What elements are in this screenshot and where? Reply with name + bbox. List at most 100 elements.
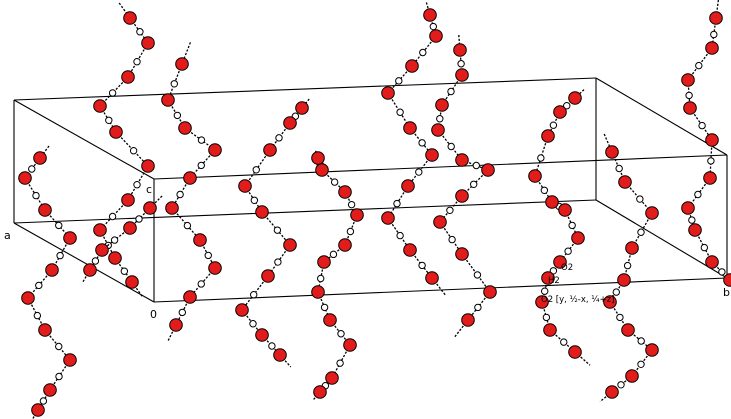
- hydrogen-atom: [346, 227, 355, 236]
- oxygen-atom: [545, 195, 559, 209]
- oxygen-atom: [455, 153, 469, 167]
- oxygen-atom: [121, 70, 135, 84]
- oxygen-atom: [681, 73, 695, 87]
- oxygen-atom: [481, 163, 495, 177]
- hydrogen-atom: [393, 199, 401, 208]
- oxygen-atom: [183, 171, 197, 185]
- oxygen-atom: [403, 243, 417, 257]
- hydrogen-bond: [82, 269, 91, 283]
- hydrogen-atom: [563, 102, 571, 110]
- oxygen-atom: [83, 263, 97, 277]
- oxygen-atom: [433, 215, 447, 229]
- water-chain: [93, 2, 155, 297]
- hydrogen-atom: [129, 147, 138, 155]
- oxygen-atom: [238, 179, 252, 193]
- hydrogen-atom: [396, 231, 404, 240]
- oxygen-atom: [38, 323, 52, 337]
- hydrogen-atom: [688, 216, 696, 224]
- oxygen-atom: [605, 385, 619, 399]
- hydrogen-atom: [133, 181, 141, 189]
- oxygen-atom: [431, 123, 445, 137]
- hydrogen-atom: [617, 381, 625, 389]
- hydrogen-atom: [637, 228, 645, 236]
- oxygen-atom: [455, 68, 469, 82]
- axis-label-b: b: [723, 286, 730, 299]
- oxygen-atom: [425, 148, 439, 162]
- oxygen-atom: [625, 369, 639, 383]
- hydrogen-atom: [136, 28, 144, 36]
- hydrogen-atom: [275, 134, 283, 142]
- oxygen-atom: [705, 41, 719, 55]
- hydrogen-atom: [274, 258, 282, 266]
- oxygen-atom: [618, 175, 632, 189]
- atom-label-o2: O2: [561, 263, 573, 273]
- oxygen-atom: [38, 203, 52, 217]
- hydrogen-atom: [250, 291, 258, 299]
- oxygen-atom: [645, 206, 659, 220]
- oxygen-atom: [323, 313, 337, 327]
- hydrogen-atom: [718, 268, 726, 276]
- hydrogen-atom: [447, 142, 455, 151]
- hydrogen-bond: [131, 281, 143, 297]
- oxygen-atom: [261, 269, 275, 283]
- oxygen-atom: [381, 211, 395, 225]
- hydrogen-atom: [249, 320, 257, 328]
- hydrogen-atom: [447, 87, 455, 96]
- water-chain: [681, 0, 731, 287]
- hydrogen-atom: [473, 271, 482, 279]
- oxygen-atom: [401, 179, 415, 193]
- hydrogen-atom: [347, 200, 356, 209]
- oxygen-atom: [568, 91, 582, 105]
- hydrogen-atom: [541, 287, 549, 295]
- oxygen-atom: [317, 255, 331, 269]
- hydrogen-atom: [568, 221, 576, 230]
- oxygen-atom: [283, 238, 297, 252]
- axis-label-c: c: [146, 183, 152, 196]
- hydrogen-atom: [329, 250, 338, 259]
- water-chain: [161, 42, 222, 343]
- hydrogen-atom: [636, 195, 644, 203]
- oxygen-atom: [63, 353, 77, 367]
- oxygen-atom: [681, 201, 695, 215]
- cell-edge: [13, 77, 597, 101]
- oxygen-atom: [571, 231, 585, 245]
- hydrogen-atom: [204, 251, 212, 260]
- hydrogen-atom: [707, 157, 715, 165]
- oxygen-atom: [423, 8, 437, 22]
- hydrogen-atom: [616, 313, 624, 322]
- water-chain: [18, 145, 77, 419]
- oxygen-atom: [175, 57, 189, 71]
- hydrogen-atom: [549, 121, 558, 129]
- oxygen-atom: [141, 36, 155, 50]
- oxygen-atom: [343, 338, 357, 352]
- hydrogen-atom: [197, 136, 206, 144]
- hydrogen-atom: [474, 303, 482, 312]
- hydrogen-atom: [429, 22, 437, 31]
- oxygen-atom: [123, 11, 137, 25]
- hydrogen-atom: [330, 178, 339, 186]
- hydrogen-atom: [120, 267, 129, 275]
- water-chain: [599, 133, 659, 403]
- hydrogen-atom: [91, 257, 100, 265]
- hydrogen-atom: [694, 190, 702, 199]
- hydrogen-atom: [698, 121, 706, 130]
- cell-edge: [13, 222, 155, 303]
- water-chain: [82, 195, 163, 283]
- oxygen-atom: [558, 203, 572, 217]
- oxygen-atom: [208, 261, 222, 275]
- hydrogen-atom: [135, 215, 143, 223]
- oxygen-atom: [625, 241, 639, 255]
- oxygen-atom: [403, 121, 417, 135]
- oxygen-atom: [165, 201, 179, 215]
- oxygen-atom: [381, 86, 395, 100]
- oxygen-atom: [93, 223, 107, 237]
- oxygen-atom: [461, 313, 475, 327]
- oxygen-atom: [121, 193, 135, 207]
- oxygen-atom: [568, 345, 582, 359]
- oxygen-atom: [338, 238, 352, 252]
- hydrogen-bond: [171, 207, 201, 241]
- oxygen-atom: [21, 291, 35, 305]
- hydrogen-atom: [108, 89, 117, 97]
- oxygen-atom: [723, 273, 731, 287]
- hydrogen-atom: [418, 261, 426, 270]
